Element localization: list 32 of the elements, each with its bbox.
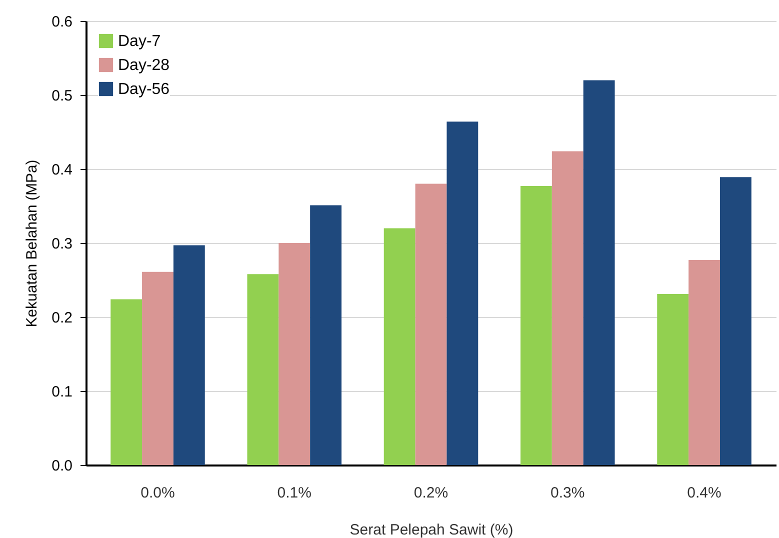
bar <box>446 122 478 465</box>
bar <box>720 177 752 465</box>
bar <box>173 245 205 465</box>
legend-label: Day-56 <box>118 81 170 98</box>
bar <box>142 272 174 465</box>
y-tick-label: 0.4 <box>52 162 72 178</box>
bar <box>110 299 142 465</box>
legend-label: Day-7 <box>118 33 161 50</box>
bar <box>552 151 584 465</box>
bar <box>310 205 342 465</box>
x-tick-label: 0.4% <box>687 484 722 502</box>
y-axis-title: Kekuatan Belahan (MPa) <box>24 160 41 328</box>
x-tick-label: 0.1% <box>277 484 312 502</box>
x-tick-label: 0.3% <box>550 484 585 502</box>
bar <box>657 294 689 465</box>
bar <box>384 228 416 465</box>
y-tick-label: 0.6 <box>52 14 72 30</box>
legend-label: Day-28 <box>118 57 170 74</box>
bar <box>583 80 615 465</box>
bar <box>520 186 552 465</box>
y-tick-label: 0.5 <box>52 88 72 104</box>
bar <box>688 260 720 465</box>
x-axis-title: Serat Pelepah Sawit (%) <box>350 522 514 538</box>
bar <box>415 184 447 465</box>
x-tick-label: 0.2% <box>414 484 448 502</box>
x-tick-label: 0.0% <box>140 484 175 502</box>
bar <box>247 274 279 465</box>
y-tick-label: 0.2 <box>52 310 72 326</box>
y-tick-label: 0.0 <box>52 458 72 474</box>
y-tick-label: 0.3 <box>52 236 72 252</box>
bar <box>278 243 310 465</box>
y-tick-label: 0.1 <box>52 384 72 400</box>
